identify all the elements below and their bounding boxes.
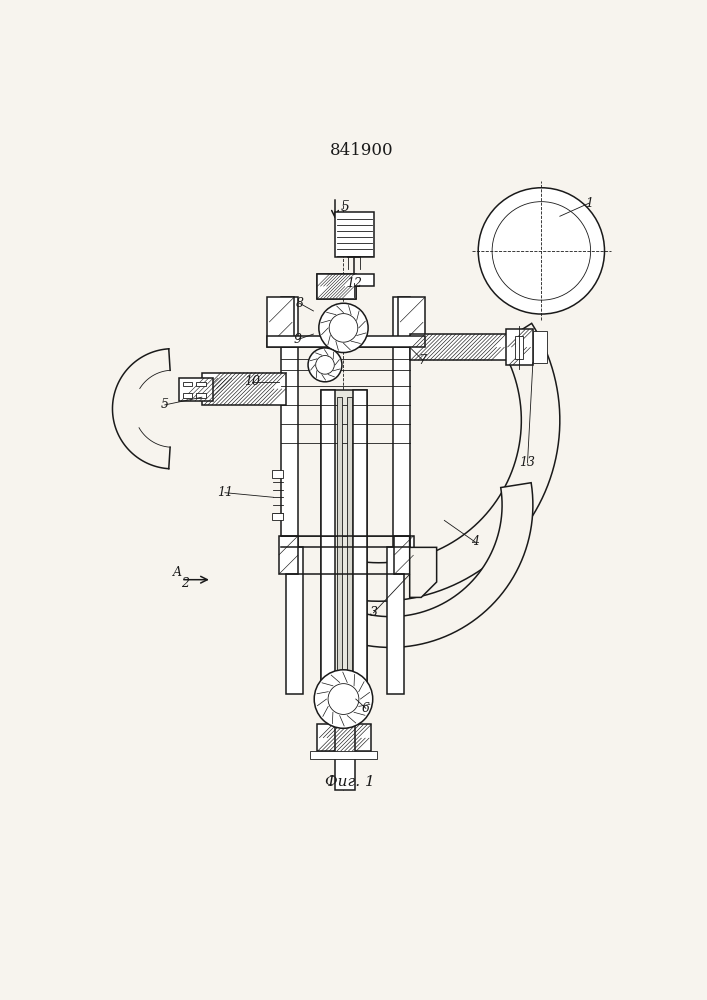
Text: 12: 12: [346, 277, 362, 290]
Bar: [335, 690, 355, 790]
Bar: [197, 382, 206, 386]
Circle shape: [308, 348, 342, 382]
Polygon shape: [409, 536, 437, 597]
Bar: [395, 536, 414, 574]
Bar: [398, 297, 425, 347]
Bar: [279, 536, 298, 574]
Bar: [533, 331, 547, 363]
Text: 841900: 841900: [330, 142, 394, 159]
Text: Фиг. 1: Фиг. 1: [325, 775, 375, 789]
Bar: [515, 336, 523, 359]
Circle shape: [478, 188, 604, 314]
Bar: [182, 393, 192, 398]
Text: 2: 2: [181, 577, 189, 590]
Bar: [346, 397, 352, 694]
Polygon shape: [338, 483, 533, 647]
Text: 5: 5: [160, 398, 169, 411]
Bar: [335, 212, 373, 257]
Polygon shape: [351, 323, 560, 601]
Text: 4: 4: [471, 535, 479, 548]
Bar: [321, 389, 335, 694]
Bar: [197, 393, 206, 398]
Circle shape: [329, 314, 358, 342]
Text: A: A: [173, 566, 182, 579]
Circle shape: [314, 670, 373, 728]
Bar: [506, 329, 533, 365]
Bar: [393, 297, 409, 547]
Bar: [409, 334, 508, 360]
Circle shape: [315, 356, 334, 374]
Bar: [310, 751, 377, 759]
Text: 8: 8: [296, 297, 303, 310]
Bar: [286, 547, 303, 694]
Text: 13: 13: [520, 456, 535, 469]
Bar: [182, 382, 192, 386]
Bar: [317, 724, 371, 751]
Text: 3: 3: [370, 606, 378, 619]
Bar: [337, 397, 342, 694]
Text: 5: 5: [340, 200, 349, 214]
Text: 11: 11: [217, 486, 233, 499]
Bar: [387, 547, 404, 694]
Bar: [272, 470, 283, 478]
Bar: [281, 297, 298, 547]
Text: 6: 6: [362, 702, 370, 715]
Bar: [267, 297, 294, 347]
Circle shape: [319, 303, 368, 353]
Bar: [354, 389, 368, 694]
Polygon shape: [317, 274, 373, 299]
Bar: [272, 513, 283, 520]
Text: 10: 10: [244, 375, 260, 388]
Text: 9: 9: [294, 333, 302, 346]
Text: 7: 7: [419, 354, 427, 367]
Circle shape: [492, 202, 590, 300]
Bar: [321, 389, 368, 694]
Bar: [179, 378, 214, 401]
Bar: [267, 336, 425, 347]
Circle shape: [328, 684, 359, 714]
Bar: [201, 373, 286, 405]
Text: 1: 1: [585, 197, 593, 210]
Bar: [317, 274, 356, 299]
